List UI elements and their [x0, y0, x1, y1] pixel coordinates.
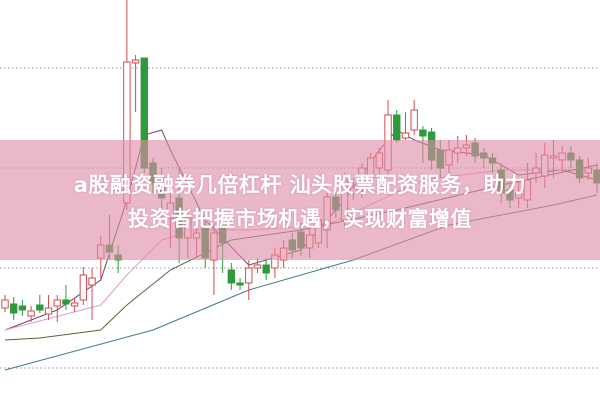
candle-body: [1, 299, 9, 309]
candle-body: [36, 304, 44, 311]
headline-banner: [0, 140, 600, 260]
candle-body: [401, 132, 410, 139]
candle-body: [44, 307, 53, 315]
candle-body: [131, 59, 140, 64]
candle-body: [262, 264, 270, 274]
candle-body: [27, 310, 35, 317]
candle-body: [70, 302, 79, 307]
candle-body: [236, 282, 244, 286]
candle-body: [88, 277, 96, 286]
headline-line-2: 投资者把握市场机遇，实现财富增值: [128, 207, 472, 231]
candle-body: [227, 269, 236, 284]
candle-body: [10, 303, 18, 314]
candle-body: [79, 274, 88, 301]
candle-body: [53, 299, 61, 307]
candle-body: [245, 267, 253, 284]
candle-body: [419, 129, 427, 137]
candle-body: [253, 264, 262, 269]
candle-body: [393, 114, 401, 141]
candle-body: [18, 305, 27, 311]
headline-line-1: a股融资融券几倍杠杆 汕头股票配资服务，助力: [73, 173, 527, 197]
candle-body: [62, 299, 70, 305]
candle-body: [410, 109, 418, 131]
